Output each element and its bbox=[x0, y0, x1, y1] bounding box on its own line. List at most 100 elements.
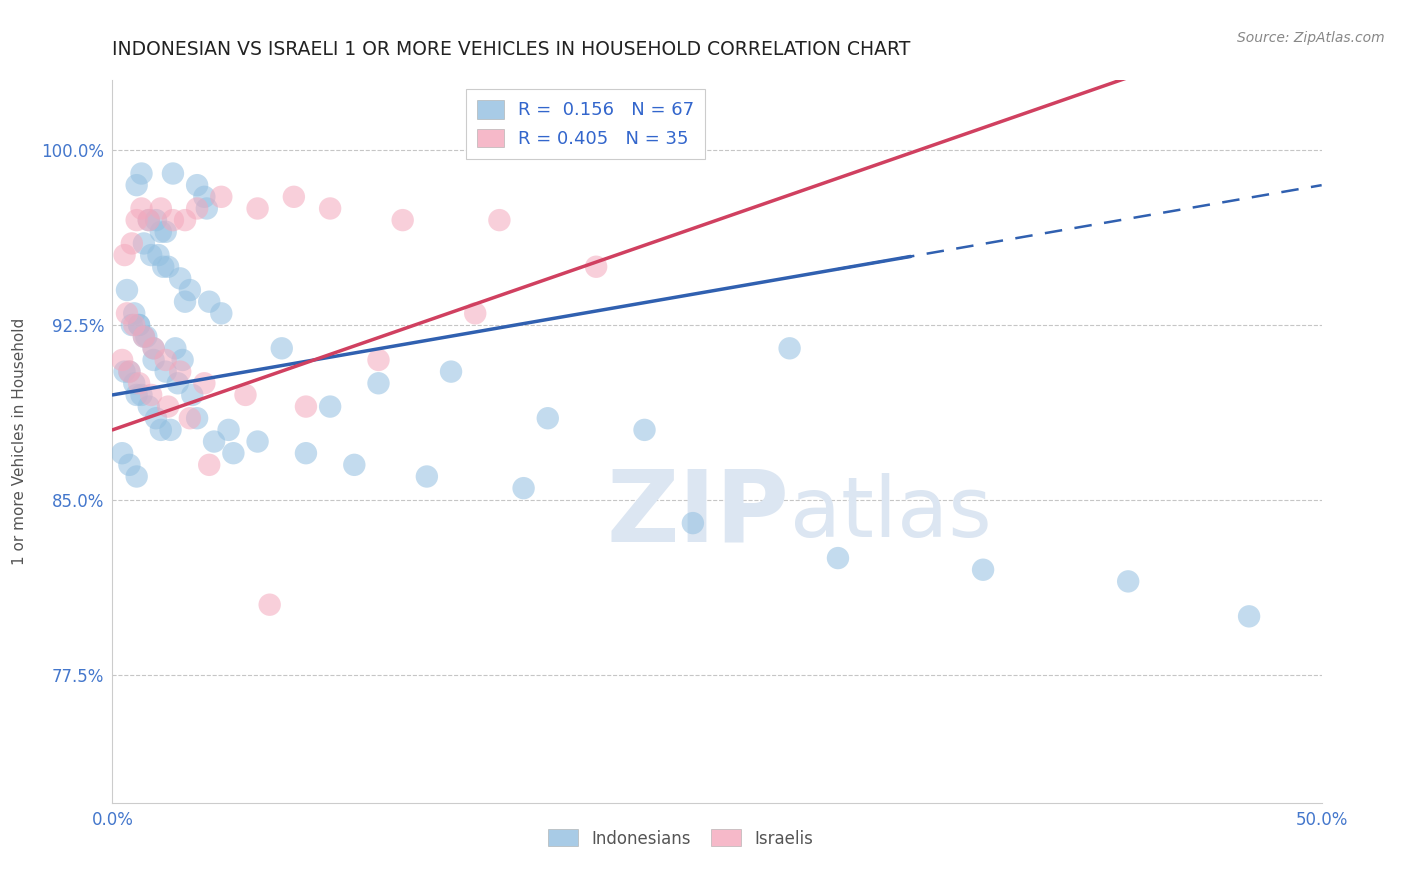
Point bbox=[131, 388, 153, 402]
Point bbox=[162, 167, 184, 181]
Point bbox=[157, 260, 180, 274]
Point bbox=[179, 411, 201, 425]
Point bbox=[138, 213, 160, 227]
Point bbox=[155, 365, 177, 379]
Point bbox=[169, 271, 191, 285]
Point bbox=[295, 446, 318, 460]
Point bbox=[131, 202, 153, 216]
Point bbox=[195, 202, 218, 216]
Point bbox=[115, 306, 138, 320]
Point bbox=[118, 365, 141, 379]
Point bbox=[179, 283, 201, 297]
Point bbox=[155, 353, 177, 368]
Point bbox=[138, 213, 160, 227]
Point bbox=[193, 190, 215, 204]
Point bbox=[319, 202, 342, 216]
Point bbox=[121, 236, 143, 251]
Point bbox=[246, 202, 269, 216]
Point bbox=[246, 434, 269, 449]
Point bbox=[111, 353, 134, 368]
Point bbox=[319, 400, 342, 414]
Point bbox=[218, 423, 240, 437]
Point bbox=[391, 213, 413, 227]
Point bbox=[416, 469, 439, 483]
Point bbox=[162, 213, 184, 227]
Point bbox=[152, 260, 174, 274]
Point bbox=[222, 446, 245, 460]
Point bbox=[128, 318, 150, 332]
Y-axis label: 1 or more Vehicles in Household: 1 or more Vehicles in Household bbox=[13, 318, 27, 566]
Point bbox=[142, 341, 165, 355]
Point bbox=[186, 202, 208, 216]
Text: INDONESIAN VS ISRAELI 1 OR MORE VEHICLES IN HOUSEHOLD CORRELATION CHART: INDONESIAN VS ISRAELI 1 OR MORE VEHICLES… bbox=[112, 40, 911, 59]
Point bbox=[122, 306, 145, 320]
Point bbox=[111, 446, 134, 460]
Point bbox=[141, 388, 163, 402]
Point bbox=[585, 260, 607, 274]
Point bbox=[440, 365, 463, 379]
Text: ZIP: ZIP bbox=[607, 466, 790, 562]
Point bbox=[125, 178, 148, 193]
Point bbox=[172, 353, 194, 368]
Point bbox=[115, 283, 138, 297]
Point bbox=[114, 248, 136, 262]
Point bbox=[202, 434, 225, 449]
Point bbox=[174, 213, 197, 227]
Point bbox=[488, 213, 510, 227]
Point bbox=[169, 365, 191, 379]
Legend: Indonesians, Israelis: Indonesians, Israelis bbox=[540, 821, 821, 856]
Point bbox=[1116, 574, 1139, 589]
Point bbox=[142, 353, 165, 368]
Point bbox=[166, 376, 188, 391]
Point bbox=[464, 306, 486, 320]
Point bbox=[122, 376, 145, 391]
Point bbox=[145, 213, 167, 227]
Point bbox=[157, 400, 180, 414]
Point bbox=[186, 411, 208, 425]
Point bbox=[972, 563, 994, 577]
Point bbox=[149, 423, 172, 437]
Point bbox=[121, 318, 143, 332]
Point bbox=[779, 341, 801, 355]
Point bbox=[295, 400, 318, 414]
Point bbox=[125, 213, 148, 227]
Point bbox=[270, 341, 292, 355]
Point bbox=[682, 516, 704, 530]
Point bbox=[193, 376, 215, 391]
Point bbox=[537, 411, 560, 425]
Point bbox=[343, 458, 366, 472]
Point bbox=[114, 365, 136, 379]
Point bbox=[633, 423, 655, 437]
Point bbox=[165, 341, 187, 355]
Point bbox=[198, 294, 221, 309]
Point bbox=[235, 388, 257, 402]
Point bbox=[186, 178, 208, 193]
Point bbox=[132, 329, 155, 343]
Point bbox=[135, 329, 157, 343]
Point bbox=[125, 469, 148, 483]
Point bbox=[149, 225, 172, 239]
Point bbox=[138, 400, 160, 414]
Point bbox=[128, 376, 150, 391]
Point bbox=[367, 353, 389, 368]
Point bbox=[367, 376, 389, 391]
Point bbox=[259, 598, 281, 612]
Point bbox=[155, 225, 177, 239]
Point bbox=[118, 365, 141, 379]
Point bbox=[118, 458, 141, 472]
Point bbox=[198, 458, 221, 472]
Point bbox=[283, 190, 305, 204]
Point bbox=[142, 341, 165, 355]
Point bbox=[1237, 609, 1260, 624]
Text: Source: ZipAtlas.com: Source: ZipAtlas.com bbox=[1237, 31, 1385, 45]
Point bbox=[149, 202, 172, 216]
Point bbox=[512, 481, 534, 495]
Point bbox=[209, 190, 232, 204]
Point bbox=[145, 411, 167, 425]
Point bbox=[141, 248, 163, 262]
Point bbox=[122, 318, 145, 332]
Point bbox=[128, 318, 150, 332]
Point bbox=[174, 294, 197, 309]
Point bbox=[209, 306, 232, 320]
Point bbox=[148, 248, 170, 262]
